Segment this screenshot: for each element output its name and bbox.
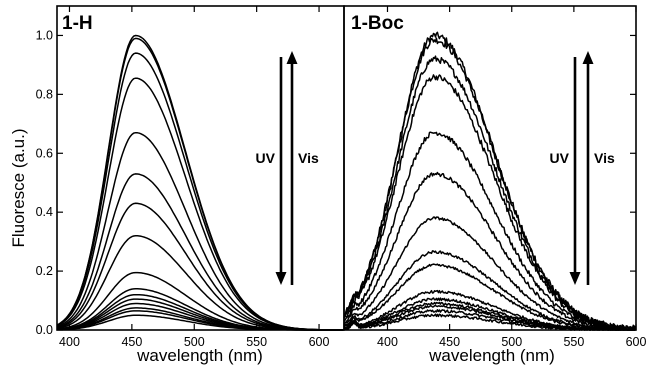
uv-label-left: UV	[256, 150, 276, 166]
x-tick-label: 450	[121, 335, 142, 349]
x-tick-label: 600	[309, 335, 330, 349]
uv-arrow-head-left	[275, 272, 287, 285]
uv-label-right: UV	[550, 150, 570, 166]
panel-1-h-label: 1-H	[62, 13, 93, 34]
spectrum-line	[343, 74, 637, 331]
panel-1-h-ticks: 400 450 500 550 600 0.0 0.2 0.4 0.6 0.8 1.0	[36, 6, 330, 349]
y-tick-label: 1.0	[36, 28, 53, 42]
x-tick-label: 450	[439, 335, 460, 349]
panel-1-boc: 400 450 500 550 600 1-Boc UV Vis wavelength …	[343, 5, 646, 365]
vis-label-right: Vis	[594, 150, 615, 166]
y-tick-label: 0.0	[36, 323, 53, 337]
spectrum-line	[56, 37, 344, 331]
x-tick-label: 500	[501, 335, 522, 349]
y-tick-label: 0.6	[36, 146, 53, 160]
y-tick-label: 0.2	[36, 264, 53, 278]
spectrum-line	[343, 313, 636, 331]
vis-arrow-head-right	[582, 51, 594, 64]
x-tick-label: 400	[59, 335, 80, 349]
uv-arrow-head-right	[569, 272, 581, 285]
panel-1-h-frame	[56, 5, 345, 331]
spectrum-line	[343, 131, 636, 331]
spectrum-line	[56, 34, 344, 331]
panel-1-boc-frame	[343, 5, 637, 331]
x-tick-label: 550	[246, 335, 267, 349]
y-tick-label: 0.4	[36, 205, 53, 219]
panel-1-boc-label: 1-Boc	[351, 13, 404, 34]
spectrum-line	[343, 37, 636, 331]
spectrum-line	[343, 250, 636, 331]
panel-1-h: 400 450 500 550 600 0.0 0.2 0.4 0.6 0.8 1.0 1-H UV…	[36, 5, 345, 365]
vis-label-left: Vis	[298, 150, 319, 166]
x-axis-title-right: wavelength (nm)	[428, 346, 555, 365]
vis-arrow-head-left	[286, 51, 298, 64]
x-tick-label: 600	[626, 335, 647, 349]
x-axis-title-left: wavelength (nm)	[136, 346, 263, 365]
panel-1-boc-ticks: 400 450 500 550 600	[377, 6, 646, 349]
spectrum-line	[343, 171, 636, 331]
x-tick-label: 550	[563, 335, 584, 349]
panel-1-h-curves	[56, 34, 344, 331]
panel-1-boc-curves	[343, 31, 637, 331]
spectrum-line	[56, 173, 344, 331]
x-tick-label: 500	[184, 335, 205, 349]
y-tick-label: 0.8	[36, 87, 53, 101]
y-axis-title: Fluoresce (a.u.)	[9, 128, 28, 247]
spectrum-line	[343, 31, 636, 331]
x-tick-label: 400	[377, 335, 398, 349]
